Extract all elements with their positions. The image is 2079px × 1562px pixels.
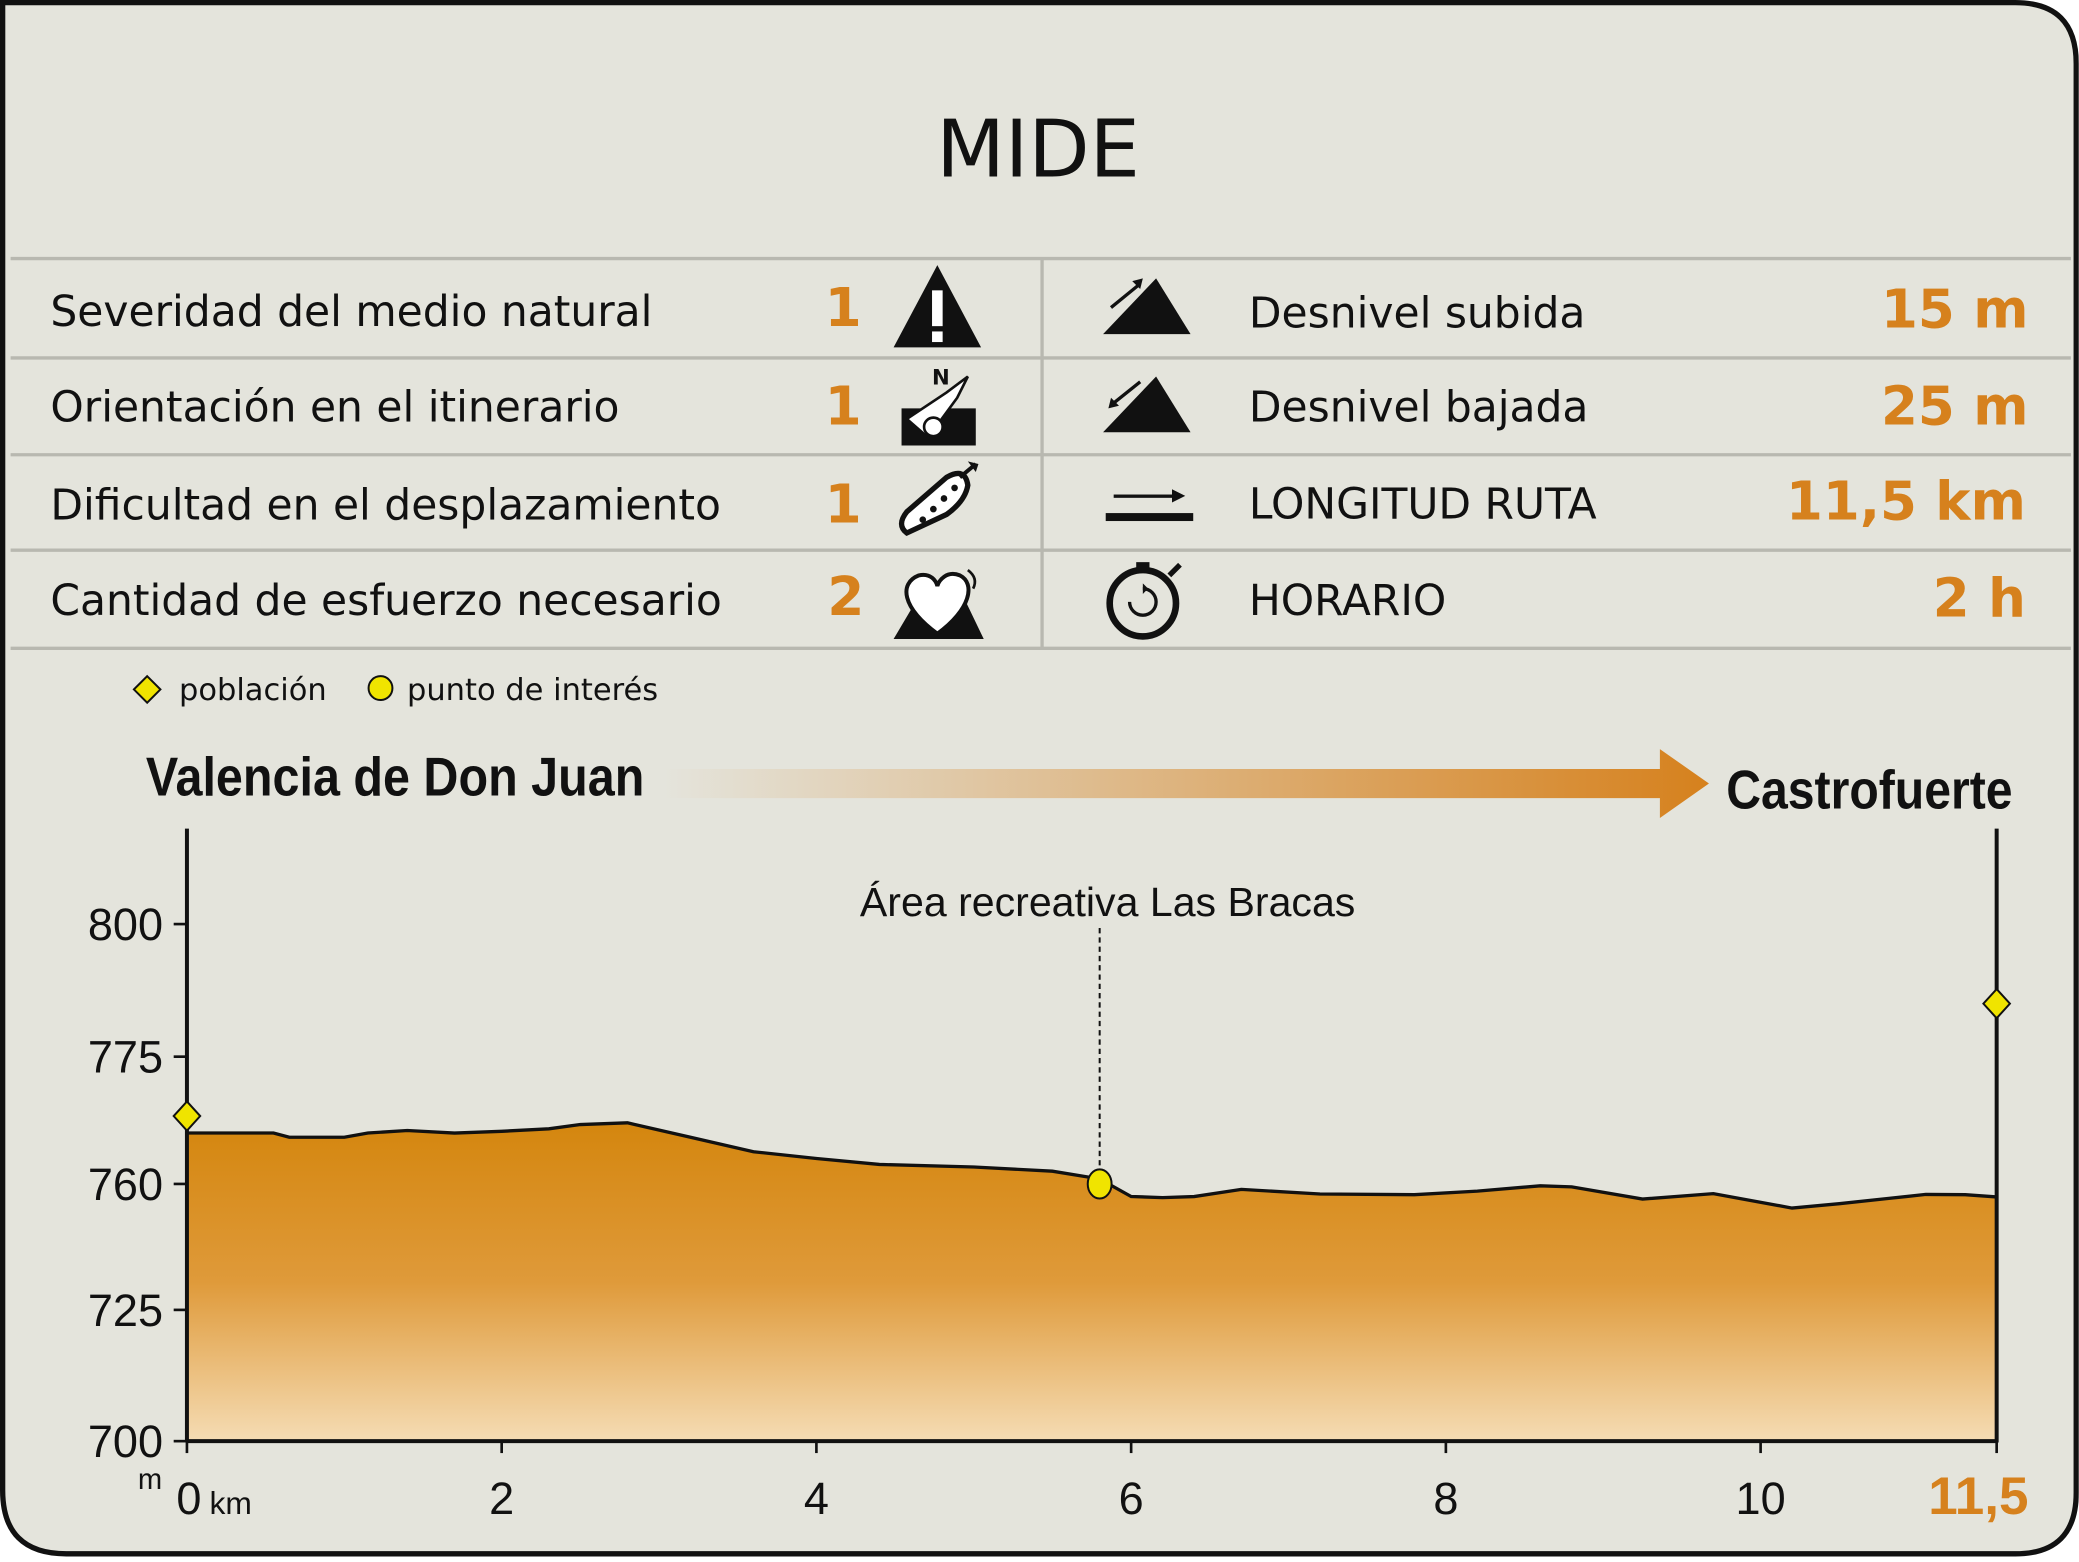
severity-label: Severidad del medio natural <box>50 288 652 337</box>
town-marker <box>172 1099 202 1133</box>
y-tick-label: 775 <box>88 1032 163 1083</box>
y-tick-label: 700 <box>88 1416 163 1467</box>
descent-label: Desnivel bajada <box>1249 384 1589 433</box>
legend-town-marker <box>132 674 162 705</box>
descent-icon <box>1103 376 1191 433</box>
severity-value: 1 <box>825 277 862 339</box>
poi-marker <box>1086 1168 1113 1200</box>
mide-table-grid <box>10 256 2071 650</box>
y-unit-label: m <box>138 1464 162 1496</box>
x-tick-label: 0 <box>176 1473 201 1524</box>
heart-effort-icon <box>893 569 984 640</box>
effort-label: Cantidad de esfuerzo necesario <box>50 577 721 626</box>
distance-arrow-icon <box>1105 489 1194 522</box>
ascent-label: Desnivel subida <box>1249 289 1586 338</box>
effort-value: 2 <box>827 566 864 628</box>
legend-poi-label: punto de interés <box>407 673 658 708</box>
footprint-icon <box>898 461 979 537</box>
route-end: Castrofuerte <box>1726 760 2012 821</box>
ascent-value: 15 m <box>1881 278 2028 340</box>
descent-value: 25 m <box>1881 375 2028 437</box>
legend: población punto de interés <box>132 673 658 708</box>
warning-icon <box>893 265 982 348</box>
elevation-chart: 700 725 760 775 800 m 0 2 4 6 8 10 11,5 km Área recrea… <box>88 828 2028 1526</box>
legend-poi-marker <box>367 675 394 702</box>
elevation-area <box>186 1122 1997 1442</box>
route-start: Valencia de Don Juan <box>146 746 645 807</box>
x-tick-label: 2 <box>489 1473 514 1524</box>
ascent-icon <box>1103 278 1191 335</box>
orientation-label: Orientación en el itinerario <box>50 384 619 433</box>
length-label: LONGITUD RUTA <box>1249 480 1597 529</box>
mide-right-column: Desnivel subida 15 m Desnivel bajada 25 … <box>1249 278 2029 629</box>
schedule-label: HORARIO <box>1249 577 1446 626</box>
compass-orientation-icon: N <box>901 365 976 446</box>
x-unit-label: km <box>209 1485 251 1521</box>
y-tick-label: 760 <box>88 1159 163 1210</box>
orientation-value: 1 <box>825 375 862 437</box>
stopwatch-icon <box>1106 562 1182 640</box>
y-tick-label: 725 <box>88 1285 163 1336</box>
x-tick-label: 4 <box>804 1473 829 1524</box>
route-direction-arrow <box>662 749 1709 819</box>
y-tick-label: 800 <box>88 899 163 950</box>
x-tick-label: 10 <box>1736 1473 1786 1524</box>
x-tick-label: 6 <box>1119 1473 1144 1524</box>
mide-left-column: Severidad del medio natural 1 Orientació… <box>50 277 864 628</box>
mide-title: MIDE <box>936 102 1140 195</box>
x-tick-label: 11,5 <box>1928 1467 2028 1526</box>
difficulty-value: 1 <box>825 473 862 535</box>
town-marker <box>1982 987 2012 1020</box>
difficulty-label: Dificultad en el desplazamiento <box>50 482 721 531</box>
legend-town-label: población <box>179 673 327 708</box>
length-value: 11,5 km <box>1786 471 2026 533</box>
schedule-value: 2 h <box>1933 567 2026 629</box>
poi-label: Área recreativa Las Bracas <box>860 879 1355 925</box>
svg-text:N: N <box>932 365 950 390</box>
x-tick-label: 8 <box>1433 1473 1458 1524</box>
